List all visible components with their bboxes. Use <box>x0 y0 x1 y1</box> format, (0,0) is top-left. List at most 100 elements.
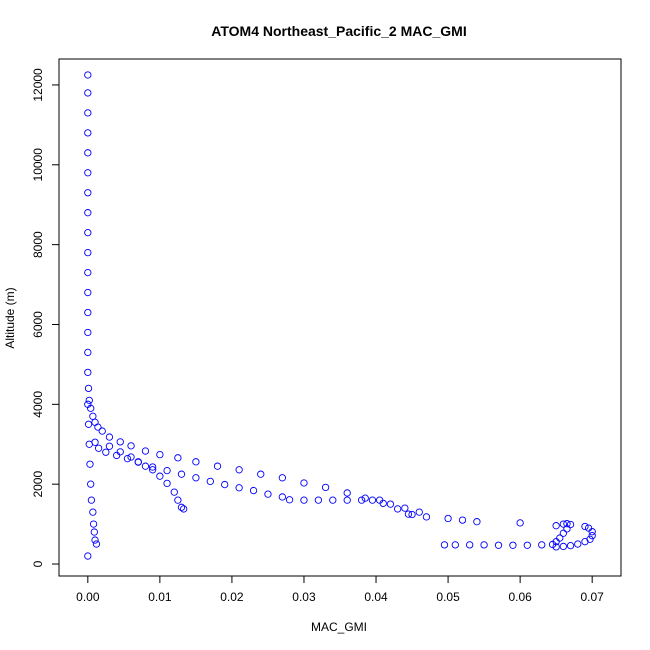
data-point <box>84 109 92 117</box>
data-point <box>249 486 258 495</box>
data-point <box>213 462 222 470</box>
data-point <box>84 268 92 277</box>
data-point <box>177 470 186 478</box>
data-point <box>563 525 571 533</box>
data-point <box>404 510 413 518</box>
data-point <box>84 169 92 177</box>
data-point <box>584 524 593 532</box>
data-point <box>574 540 582 548</box>
data-point <box>206 477 214 486</box>
x-axis-label: MAC_GMI <box>311 620 367 634</box>
y-tick-label: 2000 <box>31 471 45 498</box>
data-point <box>300 496 308 504</box>
data-point <box>422 513 431 521</box>
data-point <box>408 510 416 519</box>
data-point <box>559 520 568 528</box>
data-point <box>127 442 135 450</box>
data-point <box>314 496 323 504</box>
y-tick-label: 12000 <box>31 68 45 102</box>
x-tick-label: 0.00 <box>76 590 100 604</box>
data-point <box>559 529 568 537</box>
series-1 <box>84 71 568 530</box>
data-point <box>84 89 92 97</box>
data-point <box>552 522 560 530</box>
data-point <box>84 229 92 237</box>
data-point <box>264 490 272 498</box>
data-point <box>566 520 575 529</box>
data-point <box>84 209 92 217</box>
data-point <box>84 420 93 428</box>
data-point <box>86 460 94 468</box>
data-point <box>94 444 103 452</box>
data-point <box>473 518 481 526</box>
y-tick-label: 0 <box>31 560 45 567</box>
data-point <box>235 484 243 492</box>
data-point <box>444 514 452 523</box>
data-point <box>440 541 449 549</box>
data-point <box>84 71 92 79</box>
data-point <box>84 552 92 560</box>
data-point <box>586 535 594 543</box>
data-point <box>509 541 517 549</box>
series-5 <box>84 400 101 560</box>
data-point <box>85 396 93 404</box>
data-point <box>235 466 243 474</box>
data-point <box>163 479 171 488</box>
data-point <box>415 508 423 516</box>
data-point <box>102 448 110 456</box>
data-point <box>357 496 366 504</box>
data-point <box>451 541 459 549</box>
data-point <box>89 508 97 516</box>
data-point <box>401 504 409 512</box>
data-point <box>156 450 164 459</box>
data-point <box>105 433 114 441</box>
y-axis-ticks: 0 2000 4000 6000 8000 10000 12000 <box>31 68 59 567</box>
data-point <box>174 454 182 462</box>
data-point <box>257 470 265 478</box>
data-point <box>141 447 150 455</box>
data-point <box>329 496 337 504</box>
data-point <box>87 496 96 504</box>
data-point <box>91 536 99 544</box>
data-point <box>538 541 546 549</box>
data-point <box>87 480 95 488</box>
series-3 <box>105 442 188 513</box>
data-point <box>192 474 200 482</box>
data-point <box>343 496 351 504</box>
data-point <box>375 496 384 504</box>
data-point <box>559 542 568 551</box>
series-4 <box>440 520 596 551</box>
data-point <box>84 400 92 408</box>
data-point <box>90 528 98 536</box>
data-point <box>116 438 124 446</box>
data-point <box>361 494 369 502</box>
data-point <box>552 543 560 551</box>
data-point <box>94 423 102 431</box>
data-point <box>321 483 330 492</box>
data-point <box>98 427 106 435</box>
y-tick-label: 4000 <box>31 391 45 418</box>
y-tick-label: 6000 <box>31 311 45 338</box>
x-axis-ticks: 0.00 0.01 0.02 0.03 0.04 0.05 0.06 0.07 <box>76 576 604 604</box>
y-tick-label: 10000 <box>31 148 45 182</box>
data-point <box>156 472 164 480</box>
data-point <box>84 248 92 257</box>
data-point <box>84 288 92 297</box>
data-point <box>556 534 564 542</box>
data-point <box>84 129 92 137</box>
data-point <box>563 520 571 528</box>
data-point <box>123 454 132 463</box>
data-point <box>149 463 157 471</box>
data-point <box>84 189 92 197</box>
data-point <box>278 474 287 482</box>
series-group <box>84 71 596 560</box>
data-point <box>84 308 92 317</box>
data-point <box>127 453 135 461</box>
y-tick-label: 8000 <box>31 231 45 258</box>
data-point <box>386 500 395 508</box>
data-point <box>179 505 188 513</box>
chart-title: ATOM4 Northeast_Pacific_2 MAC_GMI <box>211 23 466 39</box>
x-tick-label: 0.03 <box>292 590 316 604</box>
data-point <box>174 496 182 504</box>
data-point <box>105 442 114 450</box>
